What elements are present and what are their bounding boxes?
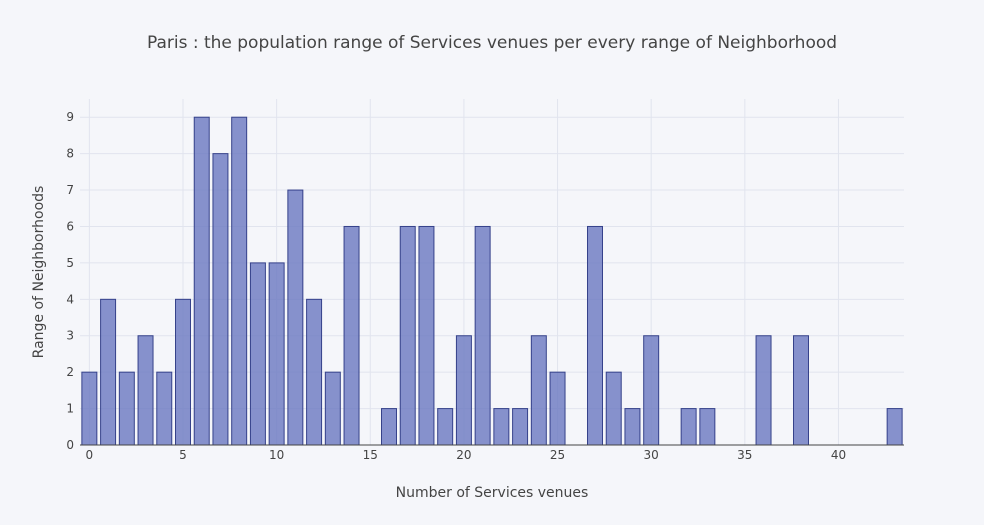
bar[interactable] bbox=[399, 225, 416, 446]
bar[interactable] bbox=[249, 262, 266, 446]
y-tick-label: 8 bbox=[66, 147, 74, 161]
x-tick-label: 5 bbox=[179, 448, 187, 462]
bar[interactable] bbox=[137, 335, 154, 446]
bar[interactable] bbox=[605, 371, 622, 446]
bar[interactable] bbox=[755, 335, 772, 446]
bar[interactable] bbox=[793, 335, 809, 446]
bar[interactable] bbox=[118, 371, 135, 446]
bar[interactable] bbox=[474, 225, 491, 446]
x-tick-label: 40 bbox=[831, 448, 846, 462]
bar[interactable] bbox=[512, 408, 529, 446]
bar[interactable] bbox=[455, 335, 472, 446]
bar[interactable] bbox=[175, 298, 191, 446]
y-tick-label: 1 bbox=[66, 402, 74, 416]
bar[interactable] bbox=[549, 371, 566, 446]
bar[interactable] bbox=[81, 371, 98, 446]
x-tick-label: 0 bbox=[86, 448, 94, 462]
bar[interactable] bbox=[156, 371, 173, 446]
bar[interactable] bbox=[643, 335, 660, 446]
y-tick-label: 0 bbox=[66, 438, 74, 452]
y-tick-label: 9 bbox=[66, 110, 74, 124]
x-tick-label: 35 bbox=[737, 448, 752, 462]
bar[interactable] bbox=[343, 225, 360, 446]
bar[interactable] bbox=[381, 408, 397, 446]
chart-title: Paris : the population range of Services… bbox=[146, 33, 838, 53]
bar[interactable] bbox=[437, 408, 454, 446]
x-tick-label: 30 bbox=[644, 448, 659, 462]
axes: 0 1 2 3 4 5 6 7 8 9 0 5 10 15 20 25 30 35 40 bbox=[66, 110, 904, 462]
y-tick-label: 2 bbox=[66, 365, 74, 379]
y-axis-title: Range of Neighborhoods bbox=[31, 186, 47, 359]
y-tick-label: 7 bbox=[66, 183, 74, 197]
bar[interactable] bbox=[680, 408, 697, 446]
bar[interactable] bbox=[212, 153, 229, 446]
x-tick-label: 25 bbox=[550, 448, 565, 462]
bar[interactable] bbox=[699, 408, 716, 446]
bar[interactable] bbox=[100, 298, 117, 446]
bar[interactable] bbox=[587, 225, 603, 446]
y-tick-label: 6 bbox=[66, 219, 74, 233]
x-tick-label: 20 bbox=[456, 448, 471, 462]
bar[interactable] bbox=[306, 298, 323, 446]
x-axis-title: Number of Services venues bbox=[396, 485, 589, 501]
bar[interactable] bbox=[624, 408, 641, 446]
bar[interactable] bbox=[418, 225, 435, 446]
bar[interactable] bbox=[493, 408, 510, 446]
y-tick-label: 3 bbox=[66, 329, 74, 343]
y-tick-label: 5 bbox=[66, 256, 74, 270]
bar[interactable] bbox=[231, 116, 248, 446]
bar[interactable] bbox=[886, 408, 903, 446]
bar[interactable] bbox=[530, 335, 547, 446]
bar[interactable] bbox=[268, 262, 285, 446]
bar[interactable] bbox=[193, 116, 210, 446]
x-tick-label: 15 bbox=[363, 448, 378, 462]
bar[interactable] bbox=[324, 371, 341, 446]
y-tick-label: 4 bbox=[66, 292, 74, 306]
bar[interactable] bbox=[287, 189, 304, 446]
bars bbox=[81, 116, 903, 446]
x-tick-label: 10 bbox=[269, 448, 284, 462]
